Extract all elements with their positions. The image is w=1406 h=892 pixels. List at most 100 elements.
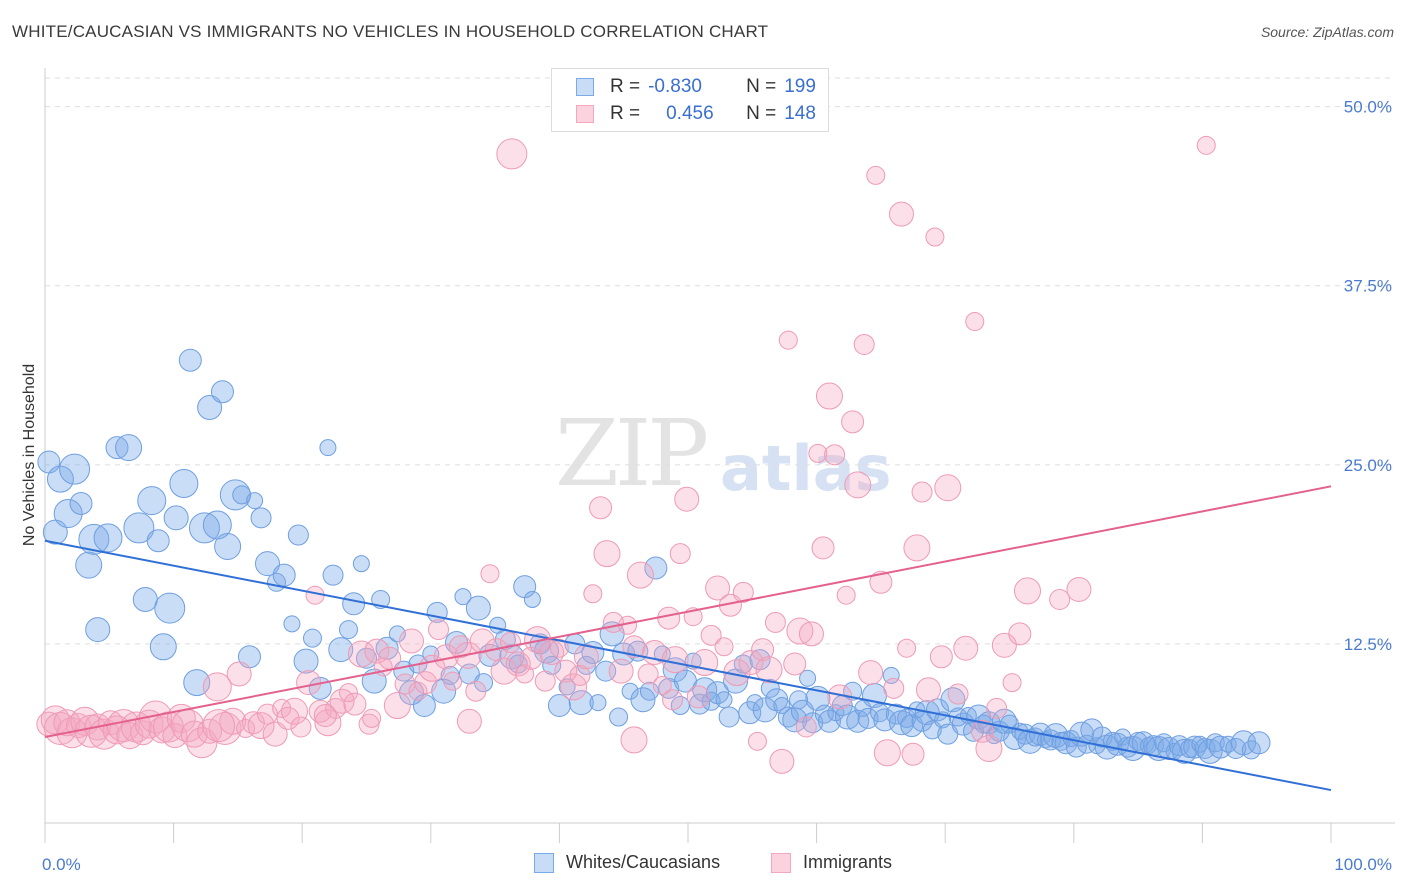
- immigrant-point: [873, 739, 901, 767]
- immigrant-point: [1002, 673, 1022, 693]
- legend-n-value: 199: [784, 76, 816, 97]
- white-point: [287, 524, 309, 546]
- white-point: [621, 682, 639, 700]
- immigrant-point: [662, 689, 684, 711]
- white-point: [474, 673, 494, 693]
- immigrant-point: [858, 660, 884, 686]
- white-point: [658, 677, 680, 699]
- immigrant-point: [755, 656, 783, 684]
- legend: R = -0.830 N = 199 R = 0.456 N = 148: [551, 68, 829, 132]
- immigrant-point: [469, 628, 495, 654]
- white-point: [132, 587, 158, 612]
- immigrant-point: [778, 330, 798, 350]
- immigrant-point: [1049, 589, 1071, 610]
- legend-n-value: 148: [784, 103, 816, 124]
- immigrant-point: [747, 731, 767, 751]
- immigrant-point: [343, 692, 367, 716]
- immigrant-point: [866, 165, 886, 185]
- bottom-legend-label-whites: Whites/Caucasians: [566, 852, 721, 872]
- white-point: [388, 625, 406, 643]
- immigrant-point: [608, 658, 634, 684]
- bottom-legend-whites: Whites/Caucasians: [534, 852, 720, 873]
- immigrant-point: [897, 638, 917, 658]
- y-tick-label: 50.0%: [1344, 98, 1392, 117]
- y-tick-label: 25.0%: [1344, 456, 1392, 475]
- white-point: [508, 654, 528, 674]
- immigrant-point: [247, 712, 275, 740]
- white-point: [1154, 733, 1174, 753]
- immigrant-point: [883, 677, 905, 699]
- legend-r-label: R =: [610, 76, 641, 97]
- white-point: [752, 697, 778, 723]
- immigrant-point: [219, 707, 247, 735]
- immigrant-point: [443, 671, 463, 691]
- immigrant-point: [732, 581, 754, 603]
- white-point: [254, 551, 280, 577]
- white-point: [293, 648, 319, 674]
- white-point: [214, 532, 242, 560]
- white-point: [465, 595, 491, 621]
- immigrant-point: [652, 675, 672, 695]
- white-point: [715, 691, 733, 709]
- immigrant-point: [549, 638, 569, 658]
- immigrant-point: [888, 201, 914, 227]
- white-point: [857, 707, 879, 729]
- white-point: [644, 556, 668, 580]
- white-point: [1225, 738, 1247, 759]
- white-point: [302, 628, 322, 648]
- immigrant-point: [686, 685, 710, 709]
- immigrant-point: [480, 564, 500, 584]
- white-point: [1191, 735, 1209, 753]
- white-point: [523, 591, 541, 608]
- immigrant-point: [347, 640, 375, 668]
- immigrant-point: [674, 486, 700, 512]
- white-point: [75, 551, 103, 579]
- immigrant-point: [554, 659, 578, 683]
- white-point: [870, 703, 890, 723]
- immigrant-point: [583, 584, 603, 604]
- white-point: [760, 678, 780, 698]
- white-trend-line: [44, 539, 1332, 792]
- immigrant-point: [202, 709, 236, 743]
- immigrant-point: [496, 138, 528, 170]
- white-point: [773, 697, 791, 715]
- immigrant-point: [500, 631, 522, 653]
- legend-row-whites: R = -0.830 N = 199: [576, 75, 816, 99]
- white-point: [897, 708, 917, 728]
- white-point: [1080, 718, 1104, 742]
- white-point: [322, 564, 344, 586]
- legend-row-immigrants: R = 0.456 N = 148: [576, 102, 816, 126]
- immigrant-point: [815, 382, 843, 410]
- immigrant-point: [637, 663, 659, 685]
- white-point: [356, 647, 377, 669]
- white-point: [718, 706, 740, 728]
- white-point: [542, 655, 562, 675]
- immigrant-point: [970, 719, 994, 743]
- y-tick-label: 37.5%: [1344, 277, 1392, 296]
- x-tick-label: 0.0%: [42, 855, 81, 874]
- legend-swatch-blue: [576, 78, 594, 96]
- immigrant-point: [280, 697, 308, 725]
- immigrant-point: [824, 444, 846, 466]
- immigrant-point: [534, 670, 556, 692]
- legend-n-label: N =: [746, 76, 777, 97]
- white-point: [137, 486, 167, 516]
- white-point: [873, 708, 897, 732]
- x-tick-label: 100.0%: [1334, 855, 1392, 874]
- bottom-legend-swatch-blue: [534, 852, 554, 873]
- white-point: [799, 669, 817, 687]
- white-point: [154, 592, 186, 624]
- white-point: [93, 523, 123, 553]
- immigrant-point: [622, 635, 646, 659]
- y-axis-label: No Vehicles in Household: [21, 364, 38, 546]
- immigrant-point: [738, 650, 764, 676]
- white-point: [210, 380, 234, 404]
- immigrant-point: [338, 683, 358, 703]
- white-point: [639, 681, 659, 701]
- immigrant-point: [925, 227, 945, 247]
- white-point: [149, 633, 177, 661]
- immigrant-point: [456, 708, 482, 734]
- immigrant-point: [378, 646, 402, 670]
- white-point: [817, 709, 841, 733]
- immigrant-point: [795, 716, 817, 738]
